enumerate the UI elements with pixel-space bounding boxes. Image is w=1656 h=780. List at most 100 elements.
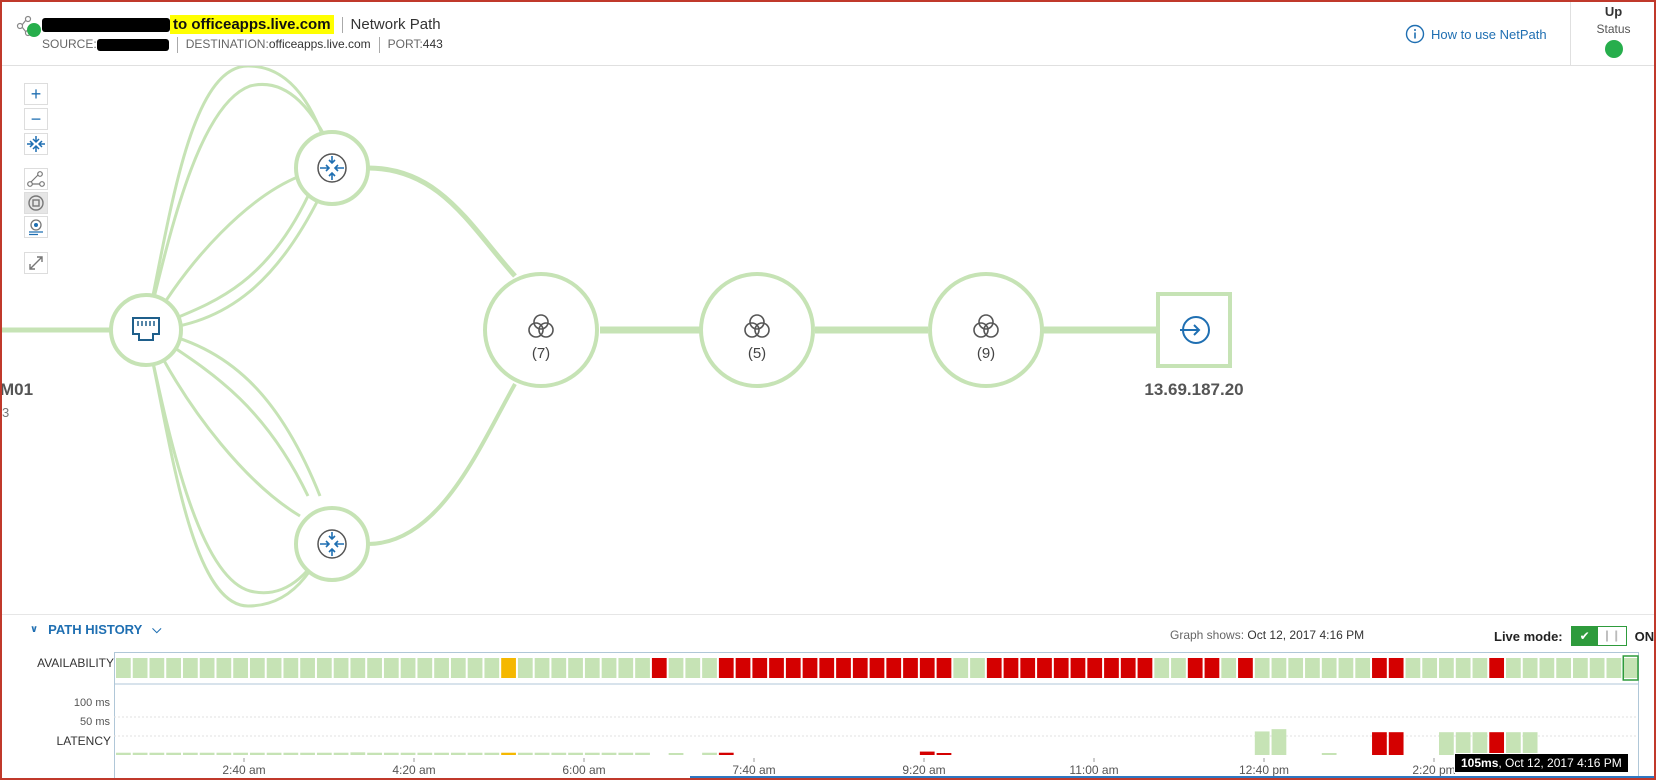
latency-bar[interactable] [919, 751, 935, 755]
availability-cell[interactable] [199, 658, 215, 678]
latency-bar[interactable] [116, 752, 131, 755]
availability-cell[interactable] [1422, 658, 1438, 678]
availability-cell[interactable] [1171, 658, 1186, 678]
timeline-scrollbar[interactable] [690, 776, 1656, 779]
availability-cell[interactable] [819, 658, 835, 678]
latency-bar[interactable] [584, 752, 600, 755]
latency-bar[interactable] [316, 752, 332, 755]
expand-button[interactable] [24, 252, 48, 274]
availability-cell[interactable] [852, 658, 868, 678]
availability-cell[interactable] [1472, 658, 1488, 678]
availability-cell[interactable] [1288, 658, 1304, 678]
fit-to-screen-button[interactable] [24, 133, 48, 155]
availability-cell[interactable] [769, 658, 784, 678]
availability-cell[interactable] [182, 658, 198, 678]
availability-cell[interactable] [1506, 658, 1521, 678]
availability-cell[interactable] [367, 658, 382, 678]
live-mode-toggle[interactable]: ✔ ❙❙ [1570, 626, 1627, 646]
availability-cell[interactable] [1254, 658, 1270, 678]
latency-bar[interactable] [635, 752, 650, 755]
availability-cell[interactable] [903, 658, 918, 678]
availability-cell[interactable] [1187, 658, 1203, 678]
availability-cell[interactable] [635, 658, 650, 678]
latency-bar[interactable] [1271, 729, 1287, 755]
availability-cell[interactable] [166, 658, 181, 678]
availability-cell[interactable] [1623, 658, 1638, 678]
node-view-button[interactable] [24, 192, 48, 214]
availability-cell[interactable] [1489, 658, 1505, 678]
latency-bar[interactable] [1321, 753, 1337, 755]
latency-bar[interactable] [199, 752, 215, 755]
zoom-out-button[interactable]: − [24, 108, 48, 130]
latency-bar[interactable] [166, 752, 181, 755]
latency-bar[interactable] [936, 753, 952, 755]
availability-cell[interactable] [283, 658, 299, 678]
availability-cell[interactable] [1338, 658, 1354, 678]
availability-cell[interactable] [1003, 658, 1019, 678]
latency-bar[interactable] [1472, 732, 1488, 755]
path-view-button[interactable] [24, 168, 48, 190]
availability-cell[interactable] [1037, 658, 1052, 678]
latency-bar[interactable] [132, 752, 148, 755]
availability-cell[interactable] [1087, 658, 1103, 678]
latency-bar[interactable] [551, 752, 567, 755]
latency-bar[interactable] [417, 752, 433, 755]
latency-bar[interactable] [182, 752, 198, 755]
latency-bar[interactable] [400, 752, 416, 755]
availability-cell[interactable] [1154, 658, 1170, 678]
availability-cell[interactable] [1589, 658, 1605, 678]
availability-cell[interactable] [417, 658, 433, 678]
latency-bar[interactable] [501, 752, 516, 755]
availability-cell[interactable] [467, 658, 483, 678]
latency-bar[interactable] [467, 752, 483, 755]
path-history-toggle[interactable]: ∨ PATH HISTORY ⌵ [30, 622, 161, 637]
availability-cell[interactable] [1405, 658, 1421, 678]
latency-bar[interactable] [450, 752, 466, 755]
availability-cell[interactable] [836, 658, 851, 678]
availability-cell[interactable] [1355, 658, 1371, 678]
latency-bar[interactable] [249, 752, 265, 755]
availability-cell[interactable] [1606, 658, 1622, 678]
availability-cell[interactable] [1573, 658, 1588, 678]
availability-cell[interactable] [601, 658, 617, 678]
latency-bar[interactable] [1254, 731, 1270, 755]
group-node-7[interactable]: (7) [483, 272, 599, 388]
latency-bar[interactable] [484, 752, 500, 755]
availability-cell[interactable] [735, 658, 751, 678]
availability-cell[interactable] [216, 658, 232, 678]
availability-cell[interactable] [1522, 658, 1538, 678]
latency-bar[interactable] [149, 752, 165, 755]
availability-cell[interactable] [249, 658, 265, 678]
latency-bar[interactable] [1489, 732, 1505, 755]
help-link[interactable]: How to use NetPath [1405, 24, 1547, 44]
availability-cell[interactable] [1271, 658, 1287, 678]
availability-cell[interactable] [685, 658, 701, 678]
latency-bar[interactable] [216, 752, 232, 755]
group-node-5[interactable]: (5) [699, 272, 815, 388]
latency-bar[interactable] [1439, 732, 1454, 755]
availability-cell[interactable] [568, 658, 583, 678]
detail-view-button[interactable] [24, 216, 48, 238]
switch-node[interactable] [109, 293, 183, 367]
availability-cell[interactable] [484, 658, 500, 678]
availability-cell[interactable] [1539, 658, 1555, 678]
availability-cell[interactable] [1104, 658, 1119, 678]
availability-cell[interactable] [1388, 658, 1404, 678]
latency-bar[interactable] [601, 752, 617, 755]
availability-cell[interactable] [718, 658, 734, 678]
availability-cell[interactable] [233, 658, 248, 678]
availability-cell[interactable] [618, 658, 634, 678]
latency-bar[interactable] [367, 752, 382, 755]
availability-cell[interactable] [869, 658, 885, 678]
latency-bar[interactable] [618, 752, 634, 755]
availability-cell[interactable] [1455, 658, 1471, 678]
availability-cell[interactable] [116, 658, 131, 678]
latency-bar[interactable] [1506, 732, 1521, 755]
availability-cell[interactable] [668, 658, 684, 678]
latency-bar[interactable] [534, 752, 550, 755]
availability-cell[interactable] [434, 658, 449, 678]
latency-bar[interactable] [333, 752, 349, 755]
latency-bar[interactable] [383, 752, 399, 755]
availability-cell[interactable] [1204, 658, 1220, 678]
latency-bar[interactable] [1455, 732, 1471, 755]
